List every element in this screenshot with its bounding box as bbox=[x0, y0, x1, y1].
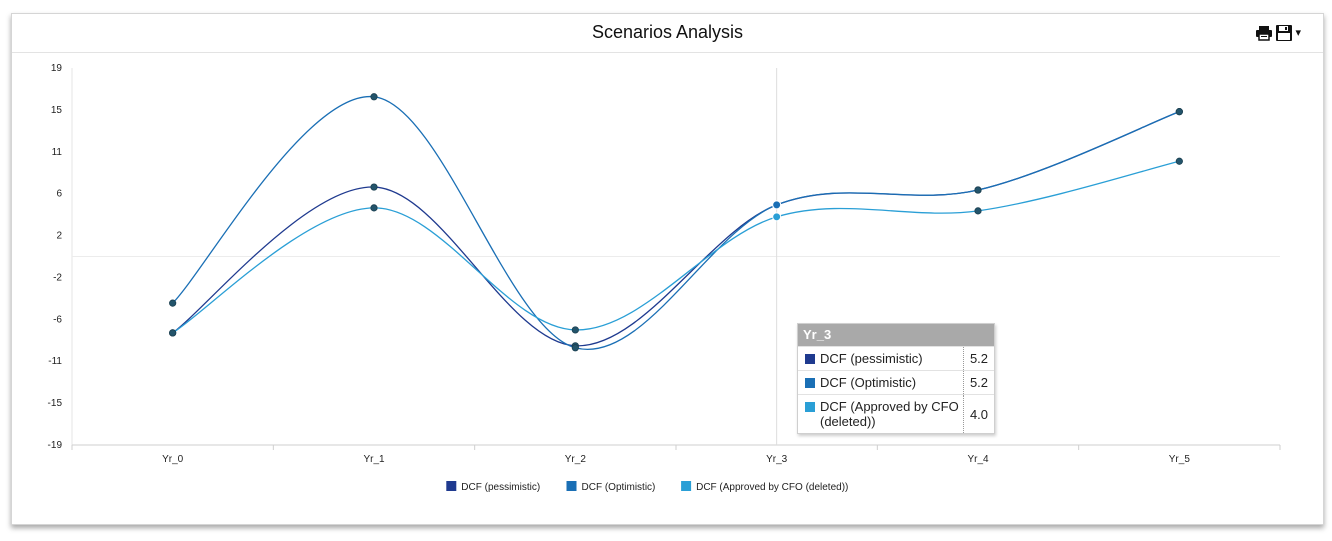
data-point[interactable] bbox=[370, 183, 378, 191]
data-point[interactable] bbox=[169, 299, 177, 307]
x-tick-label: Yr_4 bbox=[967, 454, 989, 465]
legend: DCF (pessimistic) DCF (Optimistic) DCF (Ap… bbox=[446, 481, 848, 493]
x-tick-label: Yr_3 bbox=[766, 454, 788, 465]
chart-toolbar: ▾ bbox=[1255, 24, 1301, 42]
x-axis: Yr_0 Yr_1 Yr_2 Yr_3 Yr_4 Yr_5 bbox=[71, 444, 1281, 465]
tooltip-row: DCF (Optimistic) 5.2 bbox=[798, 370, 994, 394]
tooltip-row: DCF (Approved by CFO (deleted)) 4.0 bbox=[798, 394, 994, 433]
y-tick-label: 11 bbox=[52, 147, 63, 158]
data-point[interactable] bbox=[974, 207, 982, 215]
x-tick-label: Yr_2 bbox=[565, 454, 587, 465]
legend-swatch bbox=[566, 481, 577, 491]
series-line bbox=[172, 160, 1180, 334]
export-menu-caret-icon[interactable]: ▾ bbox=[1295, 27, 1301, 39]
y-tick-label: 2 bbox=[56, 231, 62, 242]
data-point[interactable] bbox=[571, 344, 579, 352]
legend-item[interactable]: DCF (Optimistic) bbox=[582, 482, 656, 493]
data-point[interactable] bbox=[370, 93, 378, 101]
x-tick-label: Yr_0 bbox=[162, 454, 184, 465]
legend-swatch bbox=[446, 481, 457, 491]
y-tick-label: 19 bbox=[51, 63, 63, 74]
y-tick-label: 15 bbox=[51, 105, 63, 116]
tooltip-row: DCF (pessimistic) 5.2 bbox=[798, 346, 994, 370]
legend-item[interactable]: DCF (pessimistic) bbox=[461, 482, 540, 493]
tooltip-row-value: 5.2 bbox=[963, 371, 994, 394]
tooltip-row-label: DCF (pessimistic) bbox=[820, 351, 923, 366]
legend-item[interactable]: DCF (Approved by CFO (deleted)) bbox=[696, 482, 848, 493]
y-axis: 19 15 11 6 2 -2 -6 -11 -15 -19 bbox=[48, 63, 1280, 451]
hover-tooltip: Yr_3 DCF (pessimistic) 5.2 DCF (Optimist… bbox=[797, 323, 995, 434]
data-point[interactable] bbox=[370, 204, 378, 212]
data-point[interactable] bbox=[169, 329, 177, 337]
x-tick-label: Yr_1 bbox=[363, 454, 385, 465]
chart-title: Scenarios Analysis bbox=[591, 22, 744, 42]
data-point[interactable] bbox=[571, 326, 579, 334]
y-tick-label: -15 bbox=[48, 398, 63, 409]
series-line bbox=[172, 111, 1180, 347]
y-tick-label: -2 bbox=[53, 272, 62, 283]
tooltip-title: Yr_3 bbox=[798, 324, 994, 346]
title-divider bbox=[12, 52, 1323, 53]
tooltip-swatch bbox=[805, 378, 815, 388]
y-tick-label: -11 bbox=[48, 356, 62, 367]
y-tick-label: -19 bbox=[48, 440, 63, 451]
tooltip-swatch bbox=[805, 354, 815, 364]
floppy-disk-icon[interactable] bbox=[1275, 24, 1293, 42]
x-tick-label: Yr_5 bbox=[1169, 454, 1191, 465]
printer-icon[interactable] bbox=[1255, 24, 1273, 42]
y-tick-label: -6 bbox=[53, 314, 62, 325]
series-layer bbox=[169, 68, 1183, 445]
tooltip-row-label: DCF (Optimistic) bbox=[820, 375, 917, 390]
data-point[interactable] bbox=[1175, 157, 1183, 165]
tooltip-row-label: DCF (Approved by CFO (deleted)) bbox=[820, 399, 959, 429]
data-point[interactable] bbox=[1175, 108, 1183, 116]
tooltip-row-value: 4.0 bbox=[963, 395, 994, 433]
tooltip-swatch bbox=[805, 402, 815, 412]
data-point[interactable] bbox=[772, 200, 782, 210]
y-tick-label: 6 bbox=[56, 189, 62, 200]
legend-swatch bbox=[681, 481, 692, 491]
data-point[interactable] bbox=[772, 212, 782, 222]
tooltip-row-value: 5.2 bbox=[963, 347, 994, 370]
data-point[interactable] bbox=[974, 186, 982, 194]
chart-panel: Scenarios Analysis ▾ bbox=[11, 13, 1324, 525]
